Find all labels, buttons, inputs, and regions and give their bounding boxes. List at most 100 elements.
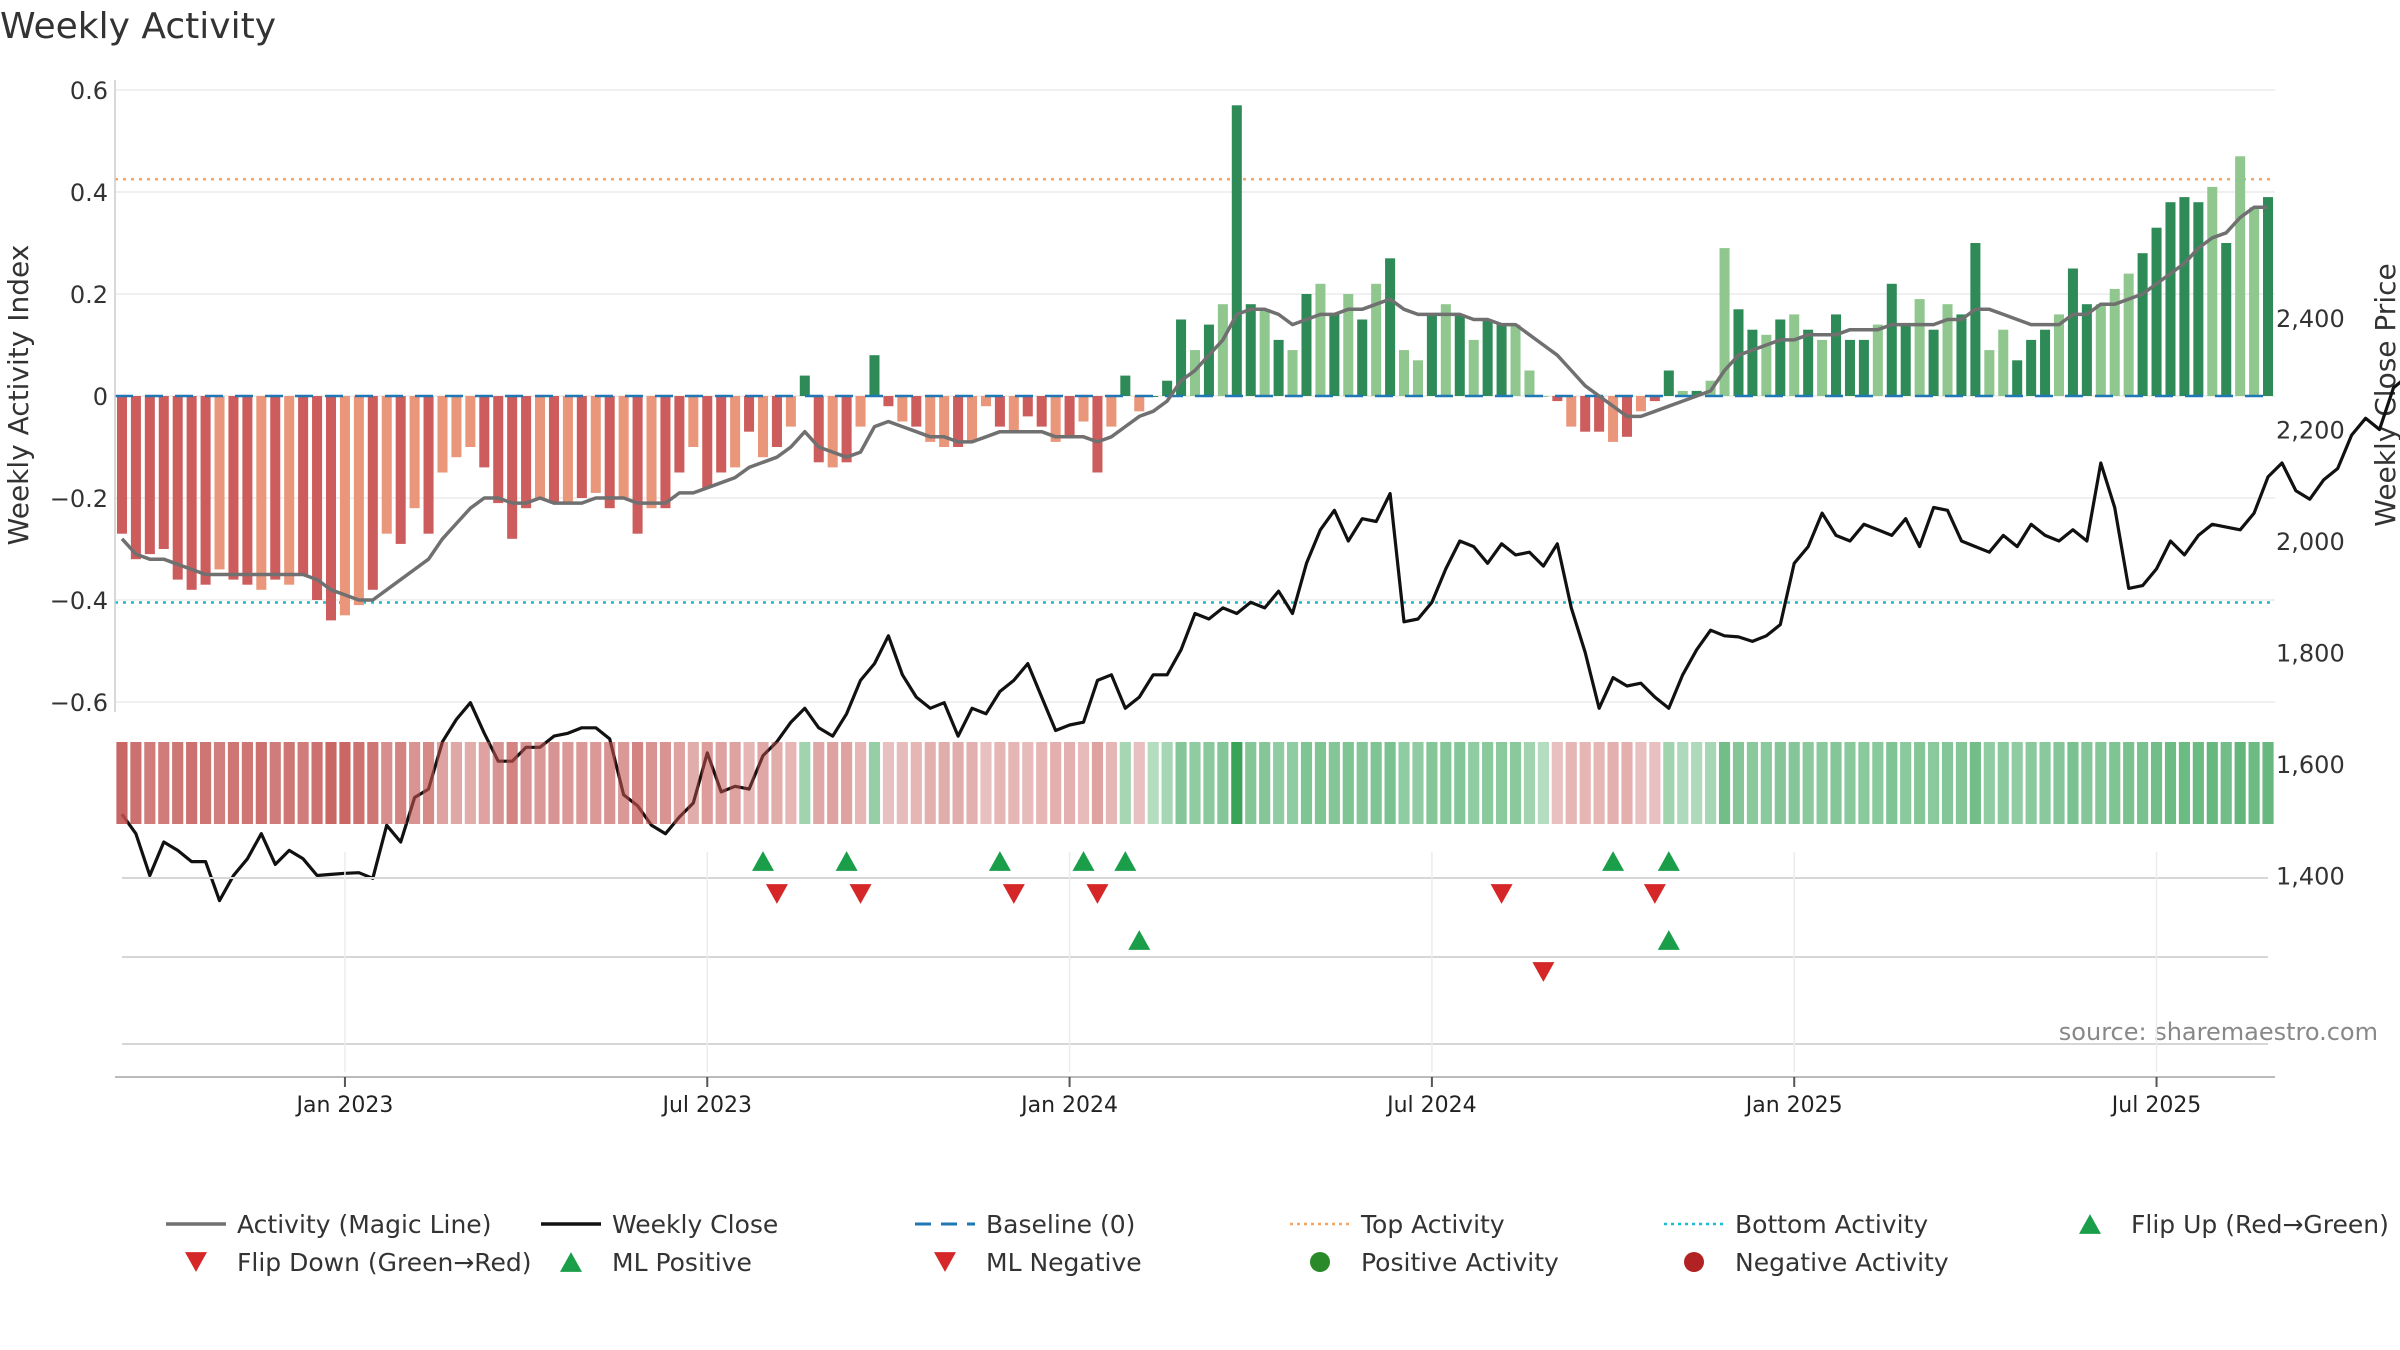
activity-bar (1259, 309, 1270, 396)
activity-bar (869, 355, 880, 396)
heat-cell (2053, 742, 2065, 824)
ml-negative-marker (1532, 962, 1555, 982)
activity-bar (465, 396, 476, 447)
activity-bar (2012, 360, 2023, 396)
heat-cell (325, 742, 337, 824)
activity-bar (1399, 350, 1410, 396)
y-axis-left-label: Weekly Activity Index (2, 245, 35, 546)
activity-bar (339, 396, 350, 616)
y-left-tick-label: −0.4 (50, 587, 108, 615)
activity-bar (2151, 227, 2162, 396)
legend-label: Weekly Close (612, 1210, 778, 1239)
flip-down-marker (1643, 884, 1666, 904)
heat-cell (604, 742, 616, 824)
heat-cell (841, 742, 853, 824)
heat-cell (882, 742, 894, 824)
heat-cell (269, 742, 281, 824)
heat-cell (1969, 742, 1981, 824)
activity-bar (242, 396, 253, 585)
heat-cell (1774, 742, 1786, 824)
y-left-tick-label: 0 (93, 383, 108, 411)
activity-bar (2040, 329, 2051, 396)
heat-cell (172, 742, 184, 824)
heat-cell (966, 742, 978, 824)
activity-bar (172, 396, 183, 580)
flip-up-marker (1072, 851, 1095, 871)
heat-cell (2025, 742, 2037, 824)
heat-cell (227, 742, 240, 824)
heat-cell (1886, 742, 1898, 824)
activity-bar (116, 396, 127, 534)
activity-bar (813, 396, 824, 463)
heat-cell (1746, 742, 1758, 824)
heat-cell (1941, 742, 1954, 824)
activity-bar (1844, 339, 1855, 396)
activity-bars (116, 105, 2274, 621)
legend-item: ML Positive (560, 1248, 752, 1277)
activity-bar (1858, 339, 1869, 396)
activity-bar (395, 396, 406, 544)
heat-cell (1091, 742, 1104, 824)
activity-bar (1984, 350, 1995, 396)
heat-cell (1008, 742, 1020, 824)
activity-bar (2123, 273, 2134, 396)
y-right-tick-label: 2,400 (2276, 305, 2345, 333)
heat-cell (785, 742, 797, 824)
heat-cell (422, 742, 435, 824)
heat-cell (1983, 742, 1995, 824)
y-right-tick-label: 1,800 (2276, 640, 2345, 668)
heat-cell (1426, 742, 1438, 824)
legend-label: Baseline (0) (986, 1210, 1135, 1239)
heat-cell (562, 742, 574, 824)
activity-bar (451, 396, 462, 458)
flip-up-marker (988, 851, 1011, 871)
heat-cell (618, 742, 630, 824)
heat-cell (200, 742, 212, 824)
heat-cell (1440, 742, 1452, 824)
activity-bar (1594, 396, 1605, 432)
activity-bar (1956, 314, 1967, 396)
heat-cell (854, 742, 867, 824)
activity-bar (1747, 329, 1758, 396)
activity-bar (1970, 243, 1981, 396)
activity-bar (1287, 350, 1298, 396)
heat-cell (2067, 742, 2079, 824)
activity-bar (771, 396, 782, 447)
activity-bar (688, 396, 699, 447)
activity-bar (1635, 396, 1646, 412)
heat-cell (492, 742, 504, 824)
activity-bar (1036, 396, 1047, 427)
heat-cell (1649, 742, 1661, 824)
heat-cell (2123, 742, 2135, 824)
activity-bar (158, 396, 169, 549)
heat-cell (1370, 742, 1382, 824)
heat-cell (2011, 742, 2023, 824)
activity-bar (1092, 396, 1103, 473)
activity-bar (479, 396, 490, 468)
activity-bar (228, 396, 239, 580)
heat-cell (1914, 742, 1926, 824)
axes: 0.6 0.4 0.2 0 −0.2 −0.4 −0.6 2,400 2,200 2,000 1,8… (50, 77, 2345, 891)
heat-cell (436, 742, 449, 824)
activity-bar (1468, 339, 1479, 396)
activity-bar (1900, 324, 1911, 396)
y-right-tick-label: 2,200 (2276, 417, 2345, 445)
heat-cell (1997, 742, 2009, 824)
heat-cell (1691, 742, 1703, 824)
heat-cell (311, 742, 323, 824)
activity-bar (1315, 283, 1326, 396)
legend-item: Flip Up (Red→Green) (2079, 1210, 2389, 1239)
heat-cell (1273, 742, 1285, 824)
activity-bar (367, 396, 378, 590)
heat-cell (1928, 742, 1940, 824)
activity-bar (827, 396, 838, 468)
heat-cell (687, 742, 699, 824)
legend-swatch-circle (1684, 1252, 1704, 1272)
heat-cell (1816, 742, 1828, 824)
activity-bar (1761, 334, 1772, 396)
activity-bar (200, 396, 211, 585)
activity-bar (1426, 314, 1437, 396)
activity-bar (1803, 329, 1814, 396)
heat-cell (771, 742, 783, 824)
